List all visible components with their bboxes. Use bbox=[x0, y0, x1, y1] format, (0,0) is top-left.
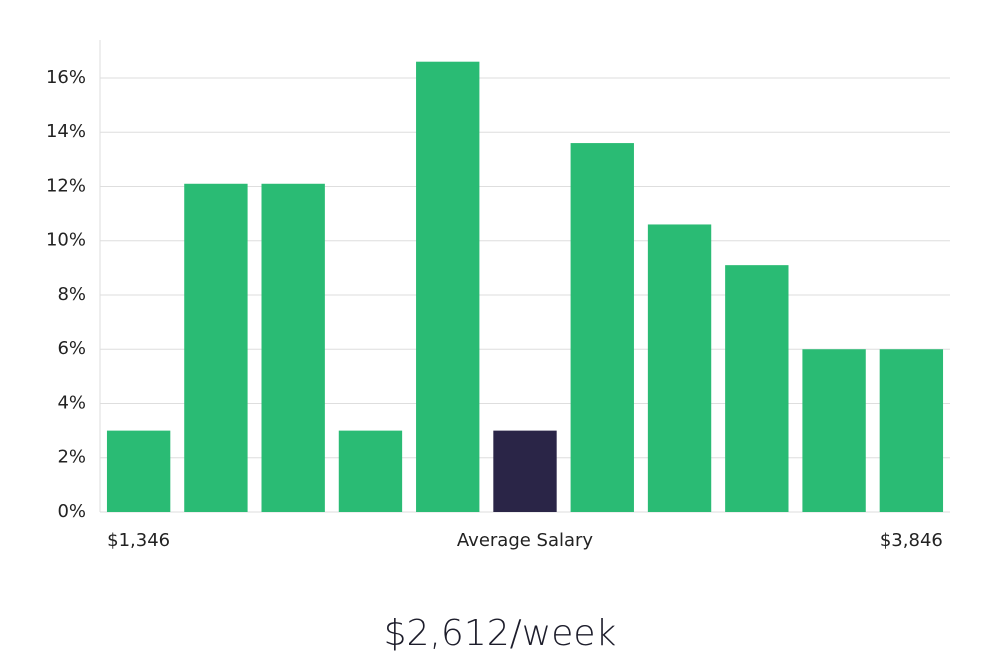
bar bbox=[493, 430, 557, 512]
bar bbox=[647, 224, 712, 512]
y-tick-label: 2% bbox=[57, 447, 86, 468]
bar bbox=[802, 349, 866, 512]
y-tick-label: 4% bbox=[57, 392, 86, 413]
bar bbox=[184, 183, 248, 512]
bar bbox=[879, 349, 944, 512]
y-tick-label: 16% bbox=[46, 67, 86, 88]
y-tick-label: 12% bbox=[46, 175, 86, 196]
y-tick-label: 14% bbox=[46, 121, 86, 142]
bar bbox=[416, 61, 480, 513]
y-tick-label: 0% bbox=[57, 501, 86, 522]
x-tick-label: Average Salary bbox=[457, 530, 594, 551]
x-tick-label: $3,846 bbox=[880, 530, 943, 551]
y-tick-label: 8% bbox=[57, 284, 86, 305]
bar bbox=[570, 143, 634, 513]
x-tick-label: $1,346 bbox=[107, 530, 170, 551]
average-salary-value: $2,612/week bbox=[384, 613, 617, 654]
bar bbox=[338, 430, 403, 512]
bar bbox=[261, 183, 325, 512]
bar bbox=[725, 265, 789, 512]
y-tick-label: 6% bbox=[57, 338, 86, 359]
bar bbox=[106, 430, 171, 512]
y-tick-label: 10% bbox=[46, 230, 86, 251]
